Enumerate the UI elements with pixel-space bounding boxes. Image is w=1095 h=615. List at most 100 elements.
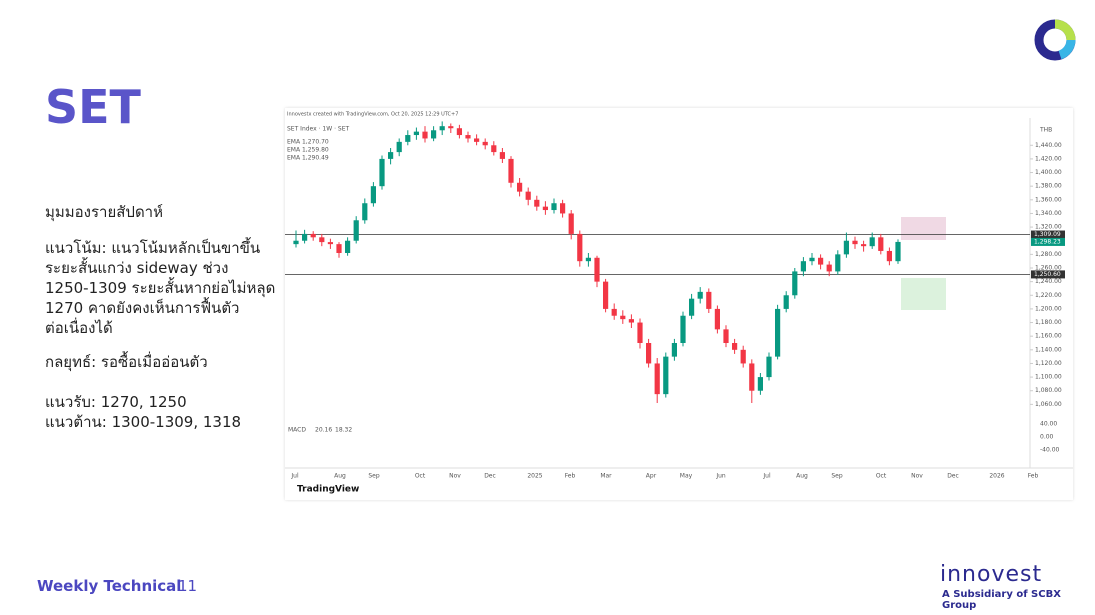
candle-body [345, 240, 351, 253]
candle-body [302, 233, 308, 241]
chart: Innovestx created with TradingView.com, … [285, 112, 1073, 495]
price-label: 1,298.23 [1034, 238, 1061, 245]
x-tick-label: Feb [1028, 473, 1039, 480]
y-tick-label: 1,200.00 [1035, 305, 1062, 312]
page-number: 11 [178, 577, 198, 595]
candle-body [723, 329, 729, 343]
macd-tick: -40.00 [1040, 447, 1060, 454]
stop-zone [901, 278, 946, 310]
candle-body [448, 126, 454, 129]
x-tick-label: Mar [600, 473, 612, 480]
x-tick-label: 2026 [989, 473, 1004, 480]
candle-body [766, 356, 772, 378]
macd-value: 20.16 [315, 427, 332, 434]
candle-body [792, 271, 798, 296]
candle-body [422, 131, 428, 139]
x-tick-label: Oct [876, 473, 887, 480]
legend: EMA 1,290.49 [287, 155, 329, 162]
candle-body [388, 152, 394, 159]
heading: มุมมองรายสัปดาห์ [45, 203, 163, 221]
candle-body [568, 213, 574, 234]
candle-body [646, 343, 652, 364]
macd-tick: 0.00 [1040, 434, 1054, 441]
candle-body [577, 233, 583, 262]
candle-body [413, 131, 419, 136]
support: แนวรับ: 1270, 1250 [45, 393, 187, 411]
chart-image: Innovestx created with TradingView.com, … [285, 108, 1073, 500]
candle-body [611, 308, 617, 316]
candle-body [835, 254, 841, 272]
level-tag [1031, 230, 1065, 239]
title: SET [45, 80, 141, 134]
candle-body [680, 315, 686, 343]
y-tick-label: 1,080.00 [1035, 387, 1062, 394]
candle-body [465, 135, 471, 139]
line: ระยะสั้นแกว่ง sideway ช่วง [45, 259, 229, 277]
line: แนวโน้ม: แนวโน้มหลักเป็นขาขึ้น [45, 239, 261, 257]
y-tick-label: 1,360.00 [1035, 196, 1062, 203]
candle-body [749, 363, 755, 391]
x-tick-label: Sep [368, 473, 380, 480]
candle-body [370, 186, 376, 204]
candle-body [775, 308, 781, 357]
candle-body [689, 298, 695, 316]
candle-body [336, 244, 342, 253]
line: ต่อเนื่องได้ [45, 319, 113, 337]
candle-body [637, 322, 643, 343]
x-tick-label: Nov [449, 473, 461, 480]
candle-body [706, 291, 712, 309]
x-tick-label: Aug [334, 473, 346, 480]
y-tick-label: 1,280.00 [1035, 251, 1062, 258]
y-tick-label: 1,220.00 [1035, 292, 1062, 299]
candle-body [353, 220, 359, 241]
candle-body [895, 241, 901, 262]
y-tick-label: 1,380.00 [1035, 183, 1062, 190]
candle-body [809, 257, 815, 262]
resistance: แนวต้าน: 1300-1309, 1318 [45, 413, 242, 431]
candle-body [852, 240, 858, 245]
y-tick-label: 1,100.00 [1035, 374, 1062, 381]
candle-body [431, 130, 437, 139]
section: Weekly Technical [37, 577, 182, 595]
level-label: 1,309.09 [1034, 231, 1061, 238]
outlook: แนวโน้ม: แนวโน้มหลักเป็นขาขึ้น ระยะสั้นแ… [45, 238, 275, 338]
candle-body [620, 315, 626, 320]
y-tick-label: 1,180.00 [1035, 319, 1062, 326]
macd-tick: 40.00 [1040, 421, 1057, 428]
brand-logo: innovest [940, 562, 1043, 587]
y-tick-label: 1,060.00 [1035, 401, 1062, 408]
y-tick-label: 1,140.00 [1035, 346, 1062, 353]
candle-body [783, 295, 789, 309]
macd-value: 18.32 [335, 427, 352, 434]
candle-body [818, 257, 824, 265]
candle-body [861, 244, 867, 247]
candle-body [517, 182, 523, 192]
candle-body [663, 356, 669, 395]
y-tick-label: 1,420.00 [1035, 155, 1062, 162]
macd-label: MACD [288, 427, 306, 434]
candle-body [439, 126, 445, 131]
x-tick-label: Jul [290, 473, 299, 480]
candle-body [482, 141, 488, 146]
line: 1270 คาดยังคงเห็นการฟื้นตัว [45, 299, 240, 317]
candle-body [585, 257, 591, 262]
tagline: A Subsidiary of SCBX Group [942, 589, 1061, 611]
line: 1250-1309 ระยะสั้นหากย่อไม่หลุด [45, 279, 276, 297]
candle-body [560, 203, 566, 214]
x-tick-label: Jul [762, 473, 771, 480]
y-tick-label: 1,160.00 [1035, 333, 1062, 340]
y-tick-label: 1,240.00 [1035, 278, 1062, 285]
candle-body [714, 308, 720, 330]
candle-body [654, 363, 660, 395]
candle-body [594, 257, 600, 282]
y-tick-label: 1,260.00 [1035, 265, 1062, 272]
candle-body [732, 343, 738, 350]
candle-body [671, 343, 677, 357]
x-tick-label: Sep [831, 473, 843, 480]
candle-body [499, 152, 505, 159]
x-tick-label: Dec [947, 473, 959, 480]
brand: TradingView [297, 485, 359, 495]
y-tick-label: 1,340.00 [1035, 210, 1062, 217]
candle-body [603, 281, 609, 309]
x-tick-label: Apr [646, 473, 657, 480]
